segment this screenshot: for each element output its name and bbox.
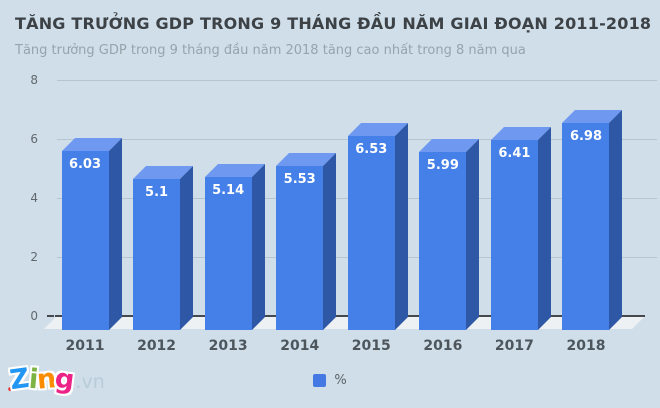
bar-value-label: 6.53 xyxy=(355,142,388,158)
legend-label: % xyxy=(334,372,347,388)
chart-legend: % xyxy=(0,372,660,388)
bar-side-face xyxy=(537,126,551,330)
y-axis-tick-label: 2 xyxy=(30,250,38,264)
bar-column-2013: 5.14 xyxy=(204,164,265,330)
bar-side-face xyxy=(108,138,122,330)
x-axis-label: 2013 xyxy=(208,338,248,354)
y-axis-tick-label: 0 xyxy=(30,309,38,323)
x-axis-label: 2014 xyxy=(280,338,320,354)
zing-logo[interactable]: Zing.vn xyxy=(7,362,105,397)
bar-side-face xyxy=(180,165,194,330)
x-axis-label: 2018 xyxy=(566,338,606,354)
bar-side-face xyxy=(466,139,480,330)
logo-letter: g xyxy=(53,362,76,397)
x-axis-label: 2017 xyxy=(494,338,534,354)
bar-column-2012: 5.1 xyxy=(133,165,194,330)
bar-value-label: 6.98 xyxy=(569,129,603,145)
bar-front-face xyxy=(276,165,324,330)
legend-swatch-icon xyxy=(313,373,327,387)
bar-column-2016: 5.99 xyxy=(419,139,480,330)
x-axis-label: 2016 xyxy=(423,338,463,354)
bar-front-face xyxy=(419,152,467,330)
x-axis-label: 2015 xyxy=(351,338,391,354)
bar-column-2017: 6.41 xyxy=(490,126,551,330)
bar-column-2014: 5.53 xyxy=(276,152,337,330)
gridline xyxy=(57,80,657,81)
bar-front-face xyxy=(562,123,610,330)
x-axis-label: 2011 xyxy=(65,338,105,354)
bar-side-face xyxy=(609,110,623,330)
chart-subtitle: Tăng trưởng GDP trong 9 tháng đầu năm 20… xyxy=(15,43,526,58)
bar-value-label: 5.14 xyxy=(212,183,245,199)
bar-front-face xyxy=(347,136,395,330)
bar-column-2015: 6.53 xyxy=(347,123,408,330)
bar-side-face xyxy=(323,152,337,330)
y-axis-tick-label: 8 xyxy=(30,73,38,87)
bar-value-label: 5.99 xyxy=(426,158,459,174)
bar-column-2018: 6.98 xyxy=(562,110,623,330)
y-axis-tick-label: 4 xyxy=(30,191,38,205)
bar-value-label: 6.03 xyxy=(68,157,102,173)
bar-value-label: 5.1 xyxy=(145,184,169,200)
bar-front-face xyxy=(490,139,538,330)
x-axis-label: 2012 xyxy=(137,338,177,354)
bar-value-label: 6.41 xyxy=(498,145,531,161)
bar-front-face xyxy=(61,151,109,330)
x-axis-tick xyxy=(47,315,54,317)
bar-front-face xyxy=(204,177,252,330)
bar-value-label: 5.53 xyxy=(283,171,316,187)
logo-suffix: .vn xyxy=(75,371,105,393)
bar-side-face xyxy=(394,123,408,330)
bar-side-face xyxy=(251,164,265,330)
bar-column-2011: 6.03 xyxy=(61,138,122,330)
chart-title: TĂNG TRƯỞNG GDP TRONG 9 THÁNG ĐẦU NĂM GI… xyxy=(15,14,652,33)
bar-front-face xyxy=(133,178,181,330)
y-axis-tick-label: 6 xyxy=(30,132,38,146)
